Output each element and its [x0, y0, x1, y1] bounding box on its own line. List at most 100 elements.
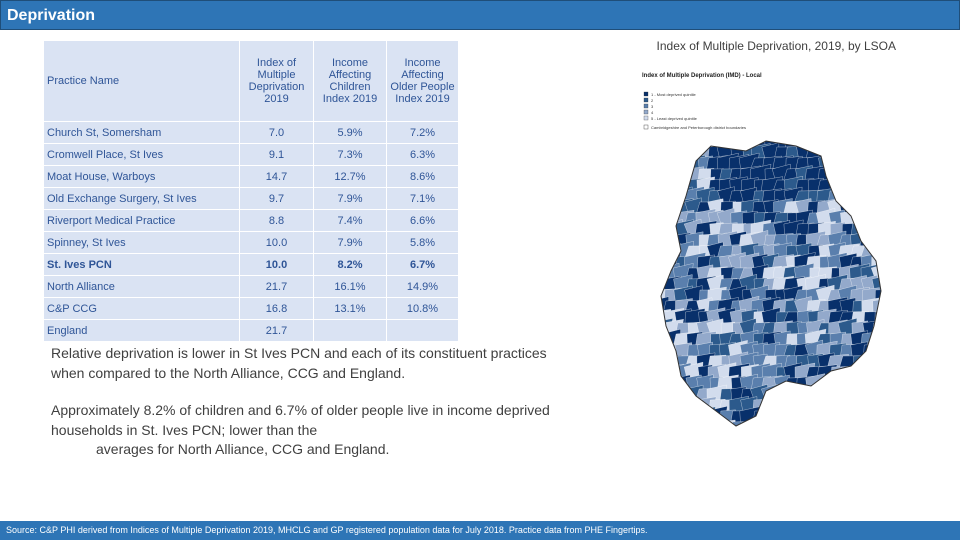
legend-swatch	[643, 91, 649, 97]
lsoa	[860, 376, 881, 392]
lsoa	[664, 141, 682, 151]
lsoa	[840, 144, 857, 162]
lsoa	[851, 141, 869, 151]
lsoa	[839, 396, 857, 416]
lsoa	[805, 398, 827, 414]
lsoa	[684, 141, 706, 150]
lsoa	[872, 396, 881, 416]
cell: 5.8%	[386, 231, 459, 254]
lsoa	[661, 153, 670, 175]
lsoa	[853, 212, 868, 226]
cell: 9.7	[239, 187, 314, 210]
lsoa	[871, 344, 881, 358]
lsoa	[764, 410, 780, 424]
lsoa	[861, 418, 880, 426]
table-row: North Alliance 21.7 16.1% 14.9%	[43, 275, 459, 298]
paragraph: Relative deprivation is lower in St Ives…	[51, 345, 547, 381]
lsoa	[661, 421, 671, 426]
legend-label: 3	[651, 104, 654, 109]
column-header: Practice Name	[43, 40, 240, 122]
lsoa	[661, 175, 671, 197]
lsoa	[875, 333, 881, 347]
lsoa	[773, 374, 791, 394]
lsoa	[827, 141, 846, 153]
lsoa	[775, 409, 791, 425]
cell: 21.7	[239, 319, 314, 342]
column-header: Income Affecting Older People Index 2019	[386, 40, 459, 122]
cell: 6.3%	[386, 143, 459, 166]
lsoa	[695, 406, 716, 426]
cell	[386, 319, 459, 342]
lsoa	[870, 355, 881, 369]
lsoa	[861, 387, 881, 403]
lsoa	[818, 377, 836, 391]
lsoa	[860, 142, 881, 164]
cell: 21.7	[239, 275, 314, 298]
legend-label: 1 - Most deprived quintile	[651, 92, 696, 97]
legend-swatch	[643, 103, 649, 109]
cell: North Alliance	[43, 275, 240, 298]
map-areas	[661, 141, 881, 426]
lsoa	[717, 141, 739, 149]
lsoa	[661, 409, 671, 425]
lsoa	[860, 222, 881, 238]
cell: 7.1%	[386, 187, 459, 210]
lsoa	[829, 376, 847, 392]
lsoa	[862, 188, 880, 206]
lsoa	[849, 384, 868, 406]
lsoa	[850, 396, 868, 416]
lsoa	[850, 189, 870, 205]
paragraph: Approximately 8.2% of children and 6.7% …	[51, 401, 571, 460]
lsoa	[826, 385, 850, 405]
lsoa	[862, 397, 879, 415]
lsoa	[874, 201, 881, 215]
legend-label: 5 - Least deprived quintile	[651, 116, 698, 121]
lsoa	[761, 395, 783, 417]
lsoa	[661, 189, 670, 205]
table-row: Moat House, Warboys 14.7 12.7% 8.6%	[43, 165, 459, 188]
lsoa	[732, 421, 747, 426]
cell: St. Ives PCN	[43, 253, 240, 276]
footer: Source: C&P PHI derived from Indices of …	[0, 521, 960, 540]
lsoa	[676, 146, 692, 160]
lsoa	[860, 406, 881, 426]
legend-label: Cambridgeshire and Peterborough district…	[651, 125, 746, 130]
lsoa	[752, 410, 770, 424]
legend-swatch	[643, 124, 649, 130]
header-row: Practice Name Index of Multiple Deprivati…	[43, 40, 459, 122]
lsoa	[827, 399, 849, 413]
lsoa	[661, 385, 673, 405]
map-title: Index of Multiple Deprivation (IMD) - Lo…	[642, 73, 762, 79]
lsoa	[863, 156, 879, 172]
lsoa	[875, 179, 881, 193]
cell: 16.8	[239, 297, 314, 320]
lsoa	[828, 410, 848, 424]
lsoa	[677, 168, 692, 182]
lsoa	[661, 399, 670, 413]
lsoa	[839, 408, 859, 426]
cell: Spinney, St Ives	[43, 231, 240, 254]
lsoa	[871, 230, 881, 252]
text: averages for North Alliance, CCG and Eng…	[96, 441, 390, 457]
county-outline	[660, 140, 882, 427]
lsoa	[762, 421, 782, 426]
lsoa	[850, 144, 870, 162]
lsoa	[773, 420, 793, 426]
lsoa	[794, 384, 814, 406]
lsoa	[782, 418, 806, 426]
cell: 8.8	[239, 209, 314, 232]
lsoa	[773, 385, 793, 405]
lsoa	[663, 143, 683, 163]
cell: 14.9%	[386, 275, 459, 298]
cell: 6.6%	[386, 209, 459, 232]
lsoa	[818, 419, 836, 426]
lsoa	[849, 406, 871, 426]
cell: 7.4%	[313, 209, 387, 232]
cell: Riverport Medical Practice	[43, 209, 240, 232]
table: Practice Name Index of Multiple Deprivati…	[43, 40, 459, 342]
lsoa	[661, 233, 670, 249]
lsoa	[871, 407, 881, 426]
cell: Church St, Somersham	[43, 121, 240, 144]
lsoa	[841, 178, 857, 194]
